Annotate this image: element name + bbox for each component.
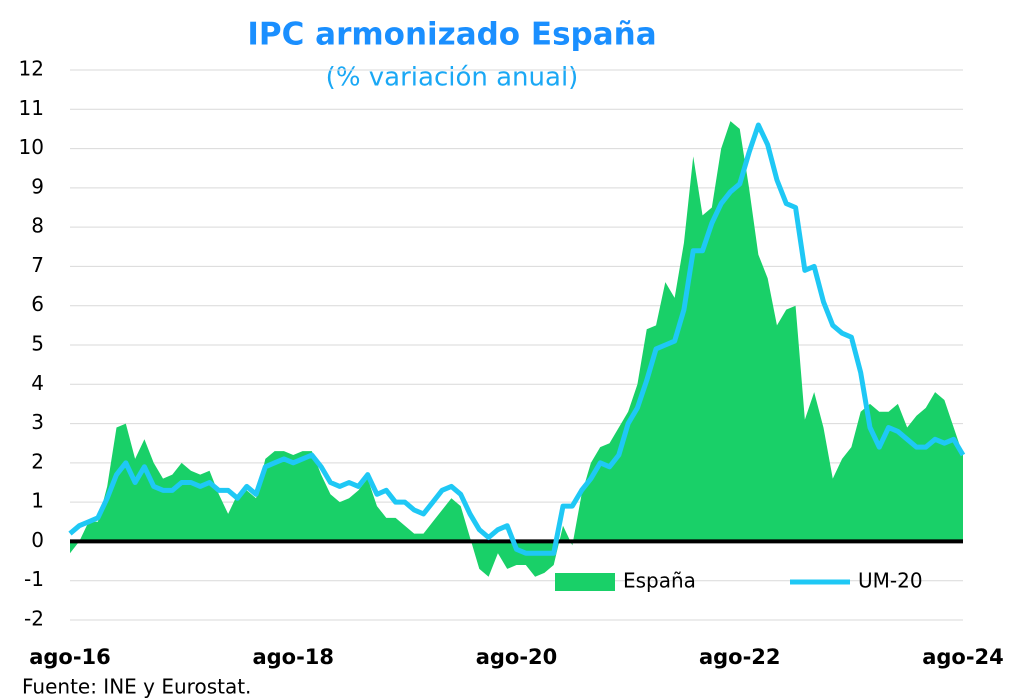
legend-label: España	[623, 569, 696, 593]
y-tick-label: 8	[31, 214, 44, 238]
y-tick-label: -1	[24, 567, 44, 591]
x-tick-label: ago-24	[922, 645, 1004, 669]
chart-subtitle: (% variación anual)	[326, 63, 579, 93]
x-tick-label: ago-16	[29, 645, 111, 669]
y-tick-label: 9	[31, 174, 44, 198]
y-tick-label: 11	[19, 96, 44, 120]
line	[68, 122, 966, 556]
y-tick-label: 3	[31, 410, 44, 434]
y-tick-label: 2	[31, 449, 44, 473]
y-tick-label: 10	[19, 135, 44, 159]
y-tick-label: 6	[31, 292, 44, 316]
x-tick-label: ago-18	[252, 645, 334, 669]
y-tick-label: 0	[31, 528, 44, 552]
y-tick-label: 12	[19, 57, 44, 81]
y-tick-label: 1	[31, 489, 44, 513]
legend-label: UM-20	[858, 569, 923, 593]
source-note: Fuente: INE y Eurostat.	[22, 675, 251, 699]
y-tick-label: 5	[31, 332, 44, 356]
x-tick-label: ago-22	[699, 645, 781, 669]
x-tick-label: ago-20	[476, 645, 558, 669]
y-tick-label: 4	[31, 371, 44, 395]
legend-swatch	[555, 573, 615, 591]
chart-title: IPC armonizado España	[247, 17, 656, 53]
y-tick-label: -2	[24, 607, 44, 631]
area	[70, 121, 963, 577]
y-tick-label: 7	[31, 253, 44, 277]
